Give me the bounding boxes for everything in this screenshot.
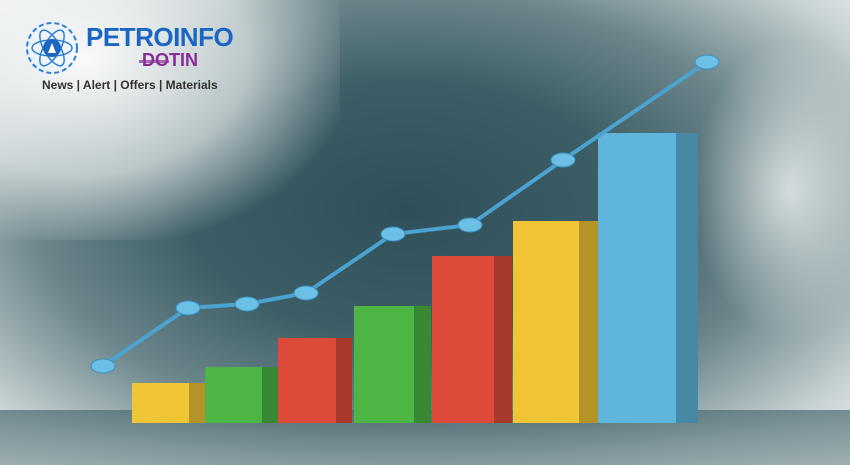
bar bbox=[132, 383, 205, 423]
trend-point bbox=[234, 296, 260, 312]
trend-point bbox=[90, 358, 116, 374]
bar bbox=[432, 256, 512, 423]
bar bbox=[205, 367, 278, 423]
brand-name: PETROINFO bbox=[86, 22, 234, 52]
trend-point bbox=[457, 217, 483, 233]
brand-suffix: DOTIN bbox=[142, 50, 198, 70]
trend-point bbox=[293, 285, 319, 301]
trend-line-path bbox=[101, 60, 709, 368]
arrow-icon bbox=[139, 60, 169, 63]
trend-point bbox=[694, 54, 720, 70]
bar bbox=[354, 306, 431, 423]
bar bbox=[513, 221, 598, 423]
atom-logo-icon bbox=[26, 22, 78, 74]
bar bbox=[278, 338, 352, 423]
trend-point bbox=[380, 226, 406, 242]
background-glow-right bbox=[690, 40, 850, 340]
tagline: News | Alert | Offers | Materials bbox=[42, 78, 218, 92]
bar bbox=[598, 133, 698, 423]
trend-point bbox=[550, 152, 576, 168]
trend-point bbox=[175, 300, 201, 316]
